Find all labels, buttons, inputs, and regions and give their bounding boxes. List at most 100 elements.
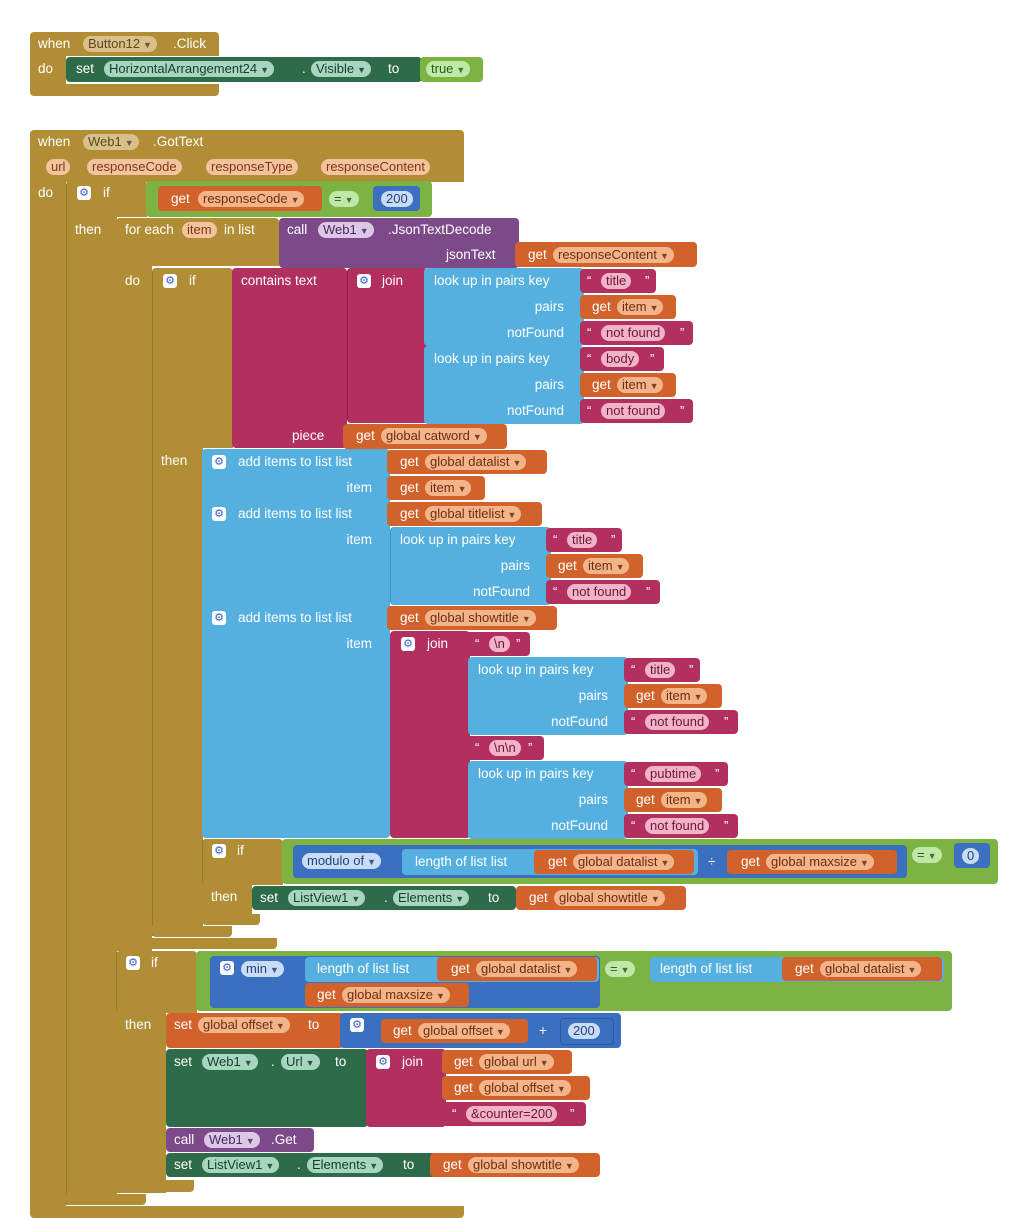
text-value[interactable]: pubtime	[645, 766, 702, 782]
number-value[interactable]: 200	[381, 191, 413, 207]
variable-dropdown[interactable]: global offset ▼	[198, 1017, 290, 1033]
param-url[interactable]: url	[46, 159, 71, 175]
gear-icon[interactable]: ⚙	[212, 507, 226, 521]
gear-icon[interactable]: ⚙	[77, 186, 91, 200]
lookup-in-pairs-block[interactable]	[390, 527, 551, 605]
text-value[interactable]: body	[601, 351, 640, 367]
component-dropdown[interactable]: Web1 ▼	[318, 222, 374, 238]
text-value[interactable]: \n	[489, 636, 510, 652]
component-dropdown[interactable]: ListView1 ▼	[202, 1157, 280, 1173]
component-dropdown[interactable]: Web1 ▼	[204, 1132, 260, 1148]
text-value[interactable]: \n\n	[489, 740, 521, 756]
add-items-to-list-block[interactable]	[202, 605, 390, 838]
property-dropdown[interactable]: Visible ▼	[311, 61, 371, 77]
variable-dropdown[interactable]: item ▼	[617, 299, 664, 315]
lookup-in-pairs-block[interactable]	[424, 346, 584, 424]
gear-icon[interactable]: ⚙	[350, 1018, 364, 1032]
variable-dropdown[interactable]: item ▼	[661, 688, 708, 704]
if-block-footer	[202, 914, 260, 925]
component-dropdown[interactable]: ListView1 ▼	[288, 890, 366, 906]
get-label: get	[741, 854, 760, 869]
gear-icon[interactable]: ⚙	[163, 274, 177, 288]
target-component-dropdown[interactable]: HorizontalArrangement24 ▼	[104, 61, 275, 77]
contains-text-block[interactable]	[232, 268, 347, 448]
property-dropdown[interactable]: Url ▼	[281, 1054, 320, 1070]
join-block[interactable]	[347, 268, 428, 423]
add-items-to-list-block[interactable]	[202, 501, 390, 605]
quote-close: ”	[680, 325, 685, 340]
text-value[interactable]: &counter=200	[466, 1106, 558, 1122]
text-value[interactable]: title	[601, 273, 632, 289]
variable-dropdown[interactable]: item ▼	[617, 377, 664, 393]
param-responsecode[interactable]: responseCode	[87, 159, 182, 175]
variable-dropdown[interactable]: global offset ▼	[418, 1023, 510, 1039]
variable-dropdown[interactable]: global catword ▼	[381, 428, 487, 444]
variable-dropdown[interactable]: global showtitle ▼	[468, 1157, 579, 1173]
gear-icon[interactable]: ⚙	[212, 455, 226, 469]
number-value[interactable]: 200	[568, 1023, 600, 1039]
variable-dropdown[interactable]: responseContent ▼	[553, 247, 674, 263]
gear-icon[interactable]: ⚙	[401, 637, 415, 651]
variable-dropdown[interactable]: item ▼	[661, 792, 708, 808]
variable-dropdown[interactable]: global datalist ▼	[820, 961, 922, 977]
lookup-in-pairs-block[interactable]	[468, 657, 628, 735]
property-dropdown[interactable]: Elements ▼	[307, 1157, 384, 1173]
notfound-label: notFound	[472, 584, 530, 599]
variable-dropdown[interactable]: global datalist ▼	[425, 454, 527, 470]
text-value[interactable]: not found	[567, 584, 632, 600]
property-dropdown[interactable]: Elements ▼	[393, 890, 470, 906]
do-label: do	[125, 273, 141, 288]
loop-variable[interactable]: item	[182, 222, 217, 238]
compare-operator[interactable]: = ▼	[329, 191, 359, 207]
join-block[interactable]	[390, 631, 470, 838]
number-value[interactable]: 0	[962, 848, 980, 864]
math-op-dropdown[interactable]: min ▼	[241, 961, 284, 977]
variable-dropdown[interactable]: global titlelist ▼	[425, 506, 522, 522]
quote-open: “	[631, 662, 636, 677]
variable-dropdown[interactable]: responseCode ▼	[198, 191, 305, 207]
gear-icon[interactable]: ⚙	[357, 274, 371, 288]
math-op-dropdown[interactable]: modulo of ▼	[302, 853, 382, 869]
param-responsetype[interactable]: responseType	[206, 159, 298, 175]
add-items-to-list-block[interactable]	[202, 449, 390, 501]
variable-dropdown[interactable]: global offset ▼	[479, 1080, 571, 1096]
if-label: if	[237, 843, 244, 858]
if-block-contains[interactable]	[152, 268, 233, 448]
pairs-label: pairs	[578, 792, 608, 807]
compare-operator[interactable]: = ▼	[605, 961, 635, 977]
gear-icon[interactable]: ⚙	[220, 961, 234, 975]
text-value[interactable]: title	[645, 662, 676, 678]
set-property-block[interactable]	[166, 1049, 368, 1127]
text-value[interactable]: title	[567, 532, 598, 548]
lookup-in-pairs-block[interactable]	[468, 761, 628, 839]
when-label: when	[38, 36, 71, 51]
variable-dropdown[interactable]: global datalist ▼	[573, 854, 675, 870]
component-dropdown[interactable]: Web1 ▼	[202, 1054, 258, 1070]
gear-icon[interactable]: ⚙	[126, 956, 140, 970]
gear-icon[interactable]: ⚙	[212, 844, 226, 858]
component-dropdown[interactable]: Button12 ▼	[83, 36, 157, 52]
boolean-dropdown[interactable]: true ▼	[426, 61, 471, 77]
variable-dropdown[interactable]: item ▼	[583, 558, 630, 574]
gear-icon[interactable]: ⚙	[376, 1055, 390, 1069]
component-dropdown[interactable]: Web1 ▼	[83, 134, 139, 150]
gear-icon[interactable]: ⚙	[212, 611, 226, 625]
variable-dropdown[interactable]: global showtitle ▼	[425, 610, 536, 626]
get-label: get	[451, 961, 470, 976]
text-value[interactable]: not found	[601, 403, 666, 419]
lookup-in-pairs-block[interactable]	[424, 268, 584, 346]
set-label: set	[260, 890, 279, 905]
variable-dropdown[interactable]: global url ▼	[479, 1054, 554, 1070]
variable-dropdown[interactable]: item ▼	[425, 480, 472, 496]
text-value[interactable]: not found	[645, 714, 710, 730]
text-value[interactable]: not found	[601, 325, 666, 341]
quote-close: ”	[570, 1106, 575, 1121]
param-responsecontent[interactable]: responseContent	[321, 159, 431, 175]
variable-dropdown[interactable]: global maxsize ▼	[342, 987, 450, 1003]
compare-operator[interactable]: = ▼	[912, 847, 942, 863]
variable-dropdown[interactable]: global showtitle ▼	[554, 890, 665, 906]
variable-dropdown[interactable]: global datalist ▼	[476, 961, 578, 977]
text-value[interactable]: not found	[645, 818, 710, 834]
variable-dropdown[interactable]: global maxsize ▼	[766, 854, 874, 870]
get-label: get	[528, 247, 547, 262]
